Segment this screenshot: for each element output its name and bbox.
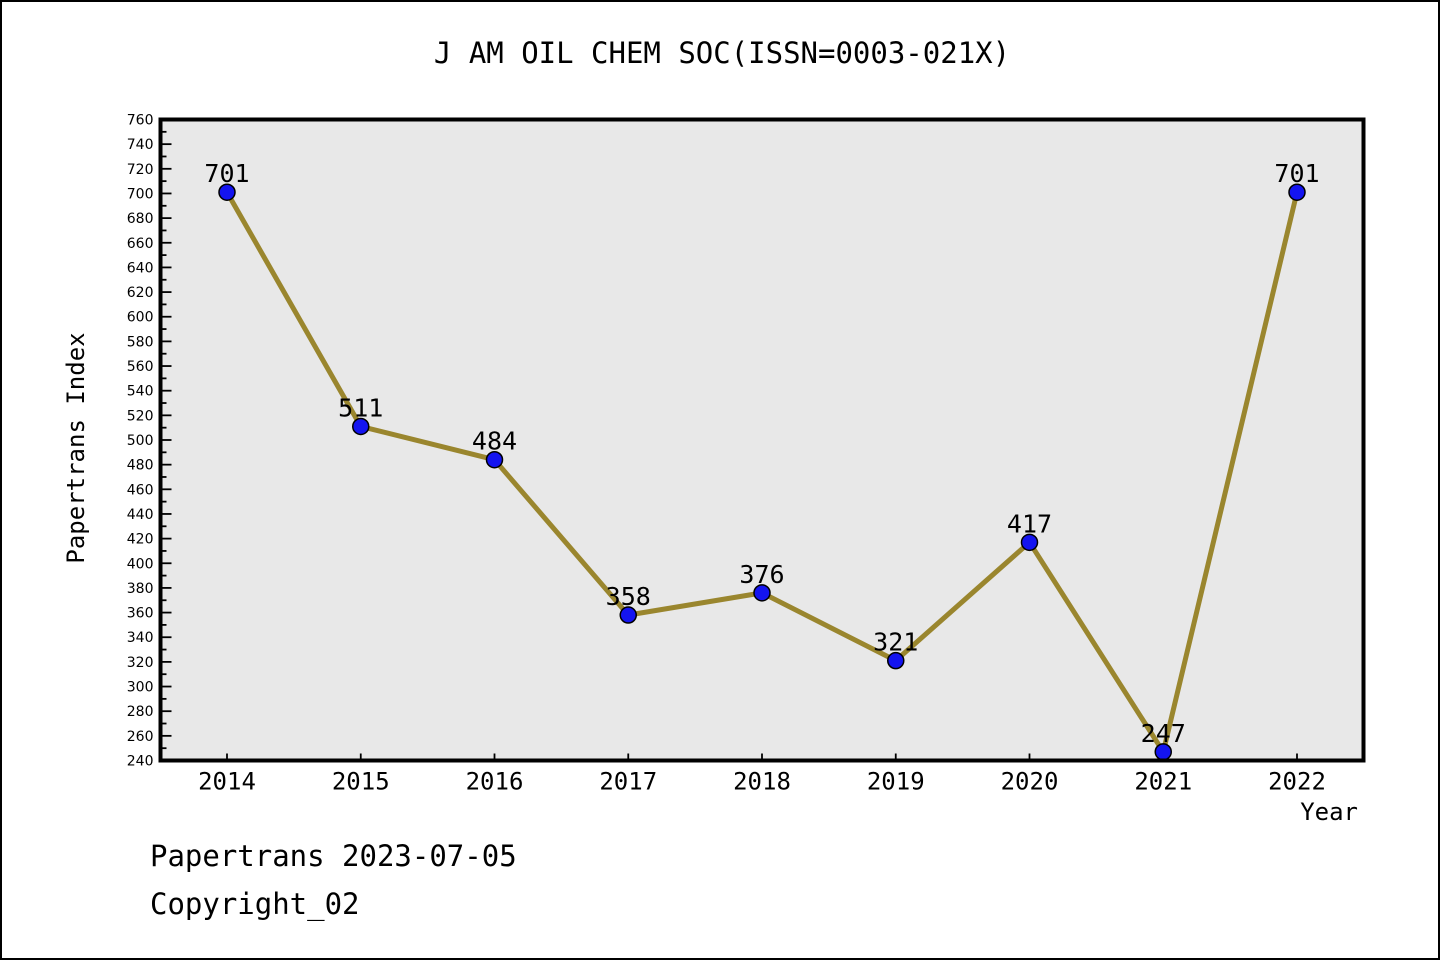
y-tick-label: 620 [127,285,154,301]
data-point-label: 321 [873,628,918,657]
y-tick-label: 720 [127,162,154,178]
footer-copyright: Copyright_02 [150,887,360,921]
y-tick-label: 760 [127,113,154,129]
x-tick-label: 2019 [867,768,925,796]
y-tick-label: 360 [127,606,154,622]
y-tick-label: 600 [127,310,154,326]
data-point [753,584,771,602]
y-tick-label: 740 [127,137,154,153]
y-tick-label: 320 [127,655,154,671]
y-tick-label: 660 [127,236,154,252]
data-point [218,183,236,201]
data-point [1020,533,1039,552]
y-tick-label: 460 [127,482,154,498]
y-tick-label: 340 [127,630,154,646]
x-tick-label: 2016 [466,768,524,796]
plot-area [160,119,1364,761]
x-tick-label: 2018 [733,768,791,796]
y-axis-label: Papertrans Index [62,332,90,564]
y-tick-label: 240 [127,754,154,770]
y-tick-label: 640 [127,260,154,276]
data-point-label: 417 [1007,509,1052,538]
x-tick-label: 2021 [1134,768,1192,796]
y-tick-label: 580 [127,334,154,350]
x-tick-label: 2014 [198,768,256,796]
data-point [352,417,370,436]
x-tick-label: 2020 [1001,768,1059,796]
data-point-label: 511 [338,393,383,422]
data-point-label: 358 [606,582,651,611]
y-tick-label: 300 [127,680,154,696]
y-tick-label: 400 [127,556,154,572]
y-tick-label: 480 [127,458,154,474]
data-point-label: 701 [1274,159,1319,188]
x-tick-label: 2022 [1268,768,1326,796]
y-tick-label: 560 [127,359,154,375]
y-tick-label: 700 [127,186,154,202]
x-tick-label: 2015 [332,768,390,796]
y-tick-label: 380 [127,581,154,597]
data-point-label: 376 [739,560,784,589]
y-tick-label: 680 [127,211,154,227]
data-point [887,651,905,670]
y-tick-label: 520 [127,408,154,424]
footer-watermark: Papertrans 2023-07-05 [150,839,517,873]
x-tick-label: 2017 [599,768,657,796]
data-point-label: 484 [472,427,517,456]
y-tick-label: 280 [127,704,154,720]
y-tick-label: 440 [127,507,154,523]
y-tick-label: 260 [127,729,154,745]
y-tick-label: 540 [127,384,154,400]
data-point [485,450,504,469]
y-tick-label: 420 [127,532,154,548]
data-point-label: 701 [204,159,249,188]
y-tick-label: 500 [127,433,154,449]
plot-border [158,117,1366,763]
data-point [619,606,637,624]
x-axis-label: Year [1300,798,1358,826]
chart-title: J AM OIL CHEM SOC(ISSN=0003-021X) [433,36,1011,70]
data-point [1288,183,1306,201]
data-point-label: 247 [1141,719,1186,748]
